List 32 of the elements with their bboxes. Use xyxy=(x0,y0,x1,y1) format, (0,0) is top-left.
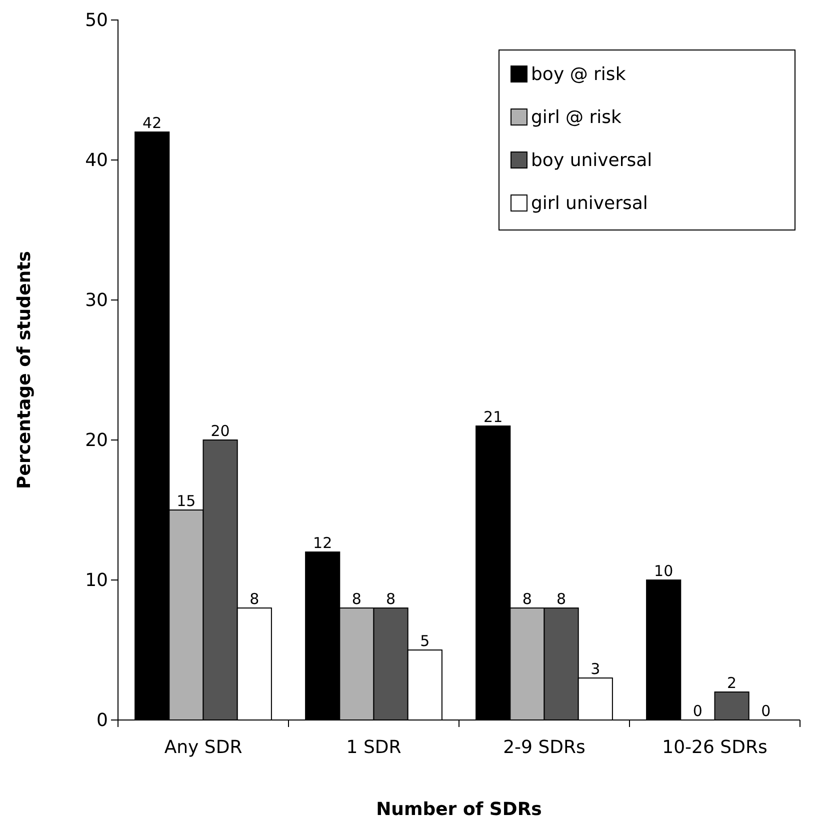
data-label: 8 xyxy=(352,590,362,608)
y-tick-label: 40 xyxy=(85,150,108,171)
data-label: 15 xyxy=(176,492,196,510)
data-label: 20 xyxy=(210,422,230,440)
x-axis-title: Number of SDRs xyxy=(376,799,542,820)
legend-label: boy @ risk xyxy=(531,64,626,85)
data-label: 8 xyxy=(386,590,396,608)
data-label: 10 xyxy=(654,562,674,580)
data-label: 2 xyxy=(727,674,737,692)
legend-label: girl @ risk xyxy=(531,107,622,128)
x-tick-label: 1 SDR xyxy=(346,736,402,758)
y-tick-label: 20 xyxy=(85,430,108,451)
data-label: 0 xyxy=(692,702,702,720)
y-axis-title: Percentage of students xyxy=(14,251,35,489)
y-tick-label: 50 xyxy=(85,10,108,31)
data-label: 8 xyxy=(522,590,532,608)
y-tick-label: 0 xyxy=(96,710,108,731)
x-tick-label: 10-26 SDRs xyxy=(662,736,768,758)
y-tick-label: 30 xyxy=(85,290,108,311)
data-label: 0 xyxy=(761,702,771,720)
data-label: 21 xyxy=(484,408,503,426)
data-label: 3 xyxy=(590,660,600,678)
data-label: 8 xyxy=(250,590,260,608)
legend-label: boy universal xyxy=(531,150,652,171)
x-tick-label: Any SDR xyxy=(164,736,242,758)
y-tick-label: 10 xyxy=(85,570,108,591)
data-label: 12 xyxy=(313,534,332,552)
x-tick-label: 2-9 SDRs xyxy=(503,736,586,758)
data-label: 42 xyxy=(142,114,162,132)
data-label: 8 xyxy=(556,590,566,608)
legend-label: girl universal xyxy=(531,193,648,214)
data-label: 5 xyxy=(420,632,430,650)
